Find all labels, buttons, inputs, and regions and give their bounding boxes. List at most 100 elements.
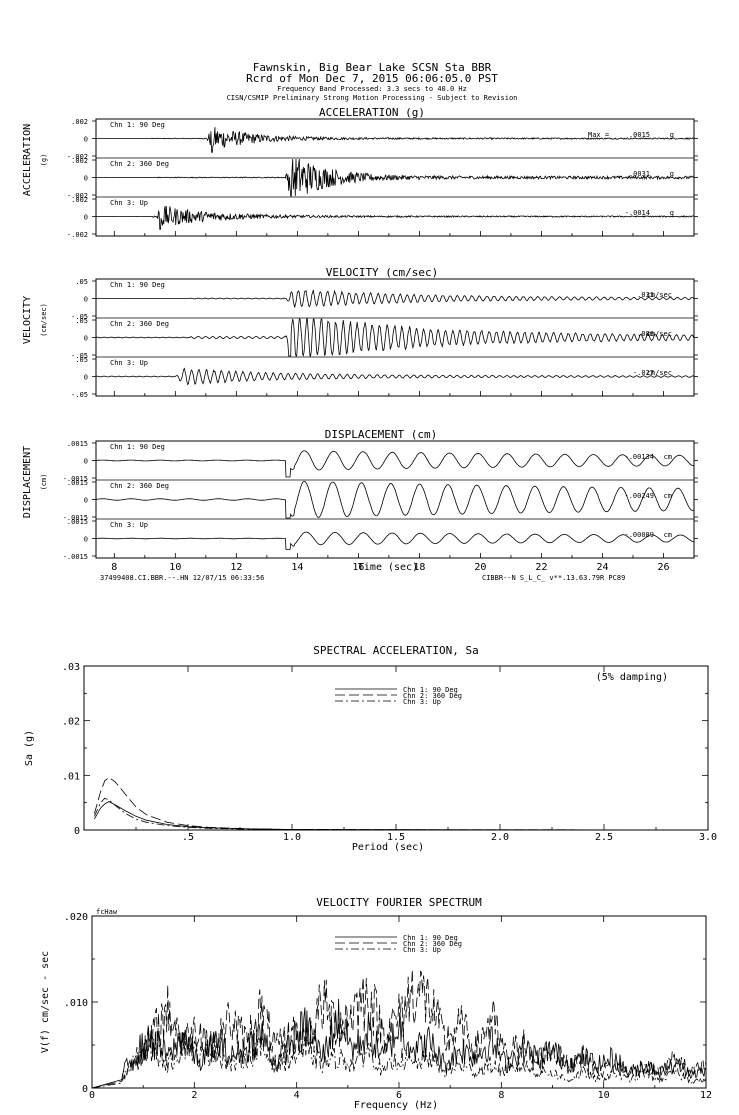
channel-1: .0015 0 -.0015 Chn 1: 90 Deg -.00134 cm xyxy=(63,440,698,483)
panel-velocity: VELOCITY (cm/sec) VELOCITY (cm/sec) .05 0 -.0… xyxy=(22,266,698,399)
x-tick-label: 8 xyxy=(498,1090,504,1101)
channel-name: Chn 1: 90 Deg xyxy=(110,443,165,451)
x-tick-label: 0 xyxy=(89,1090,95,1101)
x-tick-label: 2 xyxy=(191,1090,197,1101)
max-unit: cm xyxy=(664,492,672,500)
channel-max: -.00089 cm xyxy=(624,531,672,539)
channel-max: .0031 g xyxy=(629,170,674,178)
channel-max: -.0014 g xyxy=(625,209,674,217)
y-tick-label: -.0015 xyxy=(63,475,88,483)
max-value: .080 xyxy=(637,330,654,338)
y-tick-label: -.05 xyxy=(71,352,88,360)
y-tick-label: .0015 xyxy=(67,440,88,448)
x-tick-label: 1.0 xyxy=(283,832,301,843)
panel-title: SPECTRAL ACCELERATION, Sa xyxy=(313,644,479,657)
max-unit: cm/sec xyxy=(647,291,672,299)
max-value: -.0014 xyxy=(625,209,650,217)
y-tick-label: 0 xyxy=(84,536,88,544)
channel-trace xyxy=(96,127,695,153)
y-tick-label: -.002 xyxy=(67,192,88,200)
y-tick-label: .02 xyxy=(62,717,80,728)
y-tick-label: .002 xyxy=(71,196,88,204)
y-tick-label: 0 xyxy=(84,458,88,466)
panel-ylabel: VELOCITY xyxy=(22,296,33,344)
y-tick-label: 0 xyxy=(74,826,80,837)
legend-label: Chn 2: 360 Deg xyxy=(403,692,462,700)
y-tick-label: 0 xyxy=(84,136,88,144)
panel-frame xyxy=(83,665,709,831)
channel-name: Chn 2: 360 Deg xyxy=(110,320,169,328)
x-tick-label: 10 xyxy=(598,1090,610,1101)
y-tick-label: 0 xyxy=(84,296,88,304)
max-value: -.00134 xyxy=(624,453,654,461)
x-axis-label: Time (sec) xyxy=(358,562,418,573)
y-tick-label: .0015 xyxy=(67,518,88,526)
channel-trace xyxy=(95,289,695,308)
y-tick-label: .05 xyxy=(75,356,88,364)
panel-displacement: DISPLACEMENT (cm) DISPLACEMENT (cm) .0015 0 -… xyxy=(22,428,698,582)
series-line-1 xyxy=(91,998,707,1089)
y-tick-label: 0 xyxy=(84,374,88,382)
y-tick-label: .05 xyxy=(75,317,88,325)
legend-label: Chn 3: Up xyxy=(403,698,441,706)
max-prefix: Max = xyxy=(588,131,609,139)
channel-trace xyxy=(95,318,695,357)
x-tick-label: 3.0 xyxy=(699,832,717,843)
channel-name: Chn 2: 360 Deg xyxy=(110,482,169,490)
panel-yunit: (cm/sec) xyxy=(40,303,48,337)
x-tick-label: 16 xyxy=(352,562,364,573)
max-value: .0031 xyxy=(629,170,650,178)
x-tick-label: 4 xyxy=(294,1090,300,1101)
y-tick-label: .002 xyxy=(71,157,88,165)
channel-trace xyxy=(95,531,695,550)
channel-name: Chn 3: Up xyxy=(110,359,148,367)
channel-trace xyxy=(95,158,695,197)
y-tick-label: 0 xyxy=(84,175,88,183)
channel-name: Chn 2: 360 Deg xyxy=(110,160,169,168)
max-value: .031 xyxy=(637,291,654,299)
panel-velocity-fourier-spectrum: VELOCITY FOURIER SPECTRUM 0 .010 .020 0 2 4 6 8 1… xyxy=(40,896,712,1111)
channel-name: Chn 3: Up xyxy=(110,199,148,207)
y-tick-label: .05 xyxy=(75,278,88,286)
y-tick-label: 0 xyxy=(84,214,88,222)
channel-trace xyxy=(95,367,695,386)
channel-name: Chn 1: 90 Deg xyxy=(110,121,165,129)
y-tick-label: -.002 xyxy=(67,231,88,239)
x-tick-label: 22 xyxy=(535,562,547,573)
y-tick-label: -.05 xyxy=(71,391,88,399)
x-tick-label: 1.5 xyxy=(387,832,405,843)
header-line-4: CISN/CSMIP Preliminary Strong Motion Pro… xyxy=(227,94,518,102)
y-tick-label: .002 xyxy=(71,118,88,126)
y-tick-label: .0015 xyxy=(67,479,88,487)
legend-label: Chn 2: 360 Deg xyxy=(403,940,462,948)
max-value: -.00089 xyxy=(624,531,654,539)
channel-2: .0015 0 -.0015 Chn 2: 360 Deg -.00249 cm xyxy=(63,479,698,522)
panel-spectral-acceleration: SPECTRAL ACCELERATION, Sa 0 .01 .02 .03 .5 1.0… xyxy=(24,644,717,853)
panel-ylabel: ACCELERATION xyxy=(22,124,33,196)
footer-right: CIBBR--N S_L_C_ v**.13.63.79R PC89 xyxy=(482,574,625,582)
y-tick-label: 0 xyxy=(84,335,88,343)
channel-1: .002 0 -.002 Chn 1: 90 Deg Max = .0015 g xyxy=(67,118,698,161)
y-tick-label: -.002 xyxy=(67,153,88,161)
header-line-1: Fawnskin, Big Bear Lake SCSN Sta BBR xyxy=(253,61,492,74)
channel-name: Chn 1: 90 Deg xyxy=(110,281,165,289)
max-unit: cm xyxy=(664,453,672,461)
y-axis-label: V(f) cm/sec - sec xyxy=(40,951,51,1053)
panel-title: ACCELERATION (g) xyxy=(319,106,425,119)
x-tick-label: 20 xyxy=(474,562,486,573)
max-unit: cm/sec xyxy=(647,330,672,338)
y-tick-label: -.0015 xyxy=(63,514,88,522)
y-tick-label: -.05 xyxy=(71,313,88,321)
report-header: Fawnskin, Big Bear Lake SCSN Sta BBR Rcr… xyxy=(227,61,518,102)
y-tick-label: 0 xyxy=(82,1084,88,1095)
max-value: -.00249 xyxy=(624,492,654,500)
legend-label: Chn 1: 90 Deg xyxy=(403,686,458,694)
legend-label: Chn 3: Up xyxy=(403,946,441,954)
y-tick-label: .020 xyxy=(64,912,88,923)
